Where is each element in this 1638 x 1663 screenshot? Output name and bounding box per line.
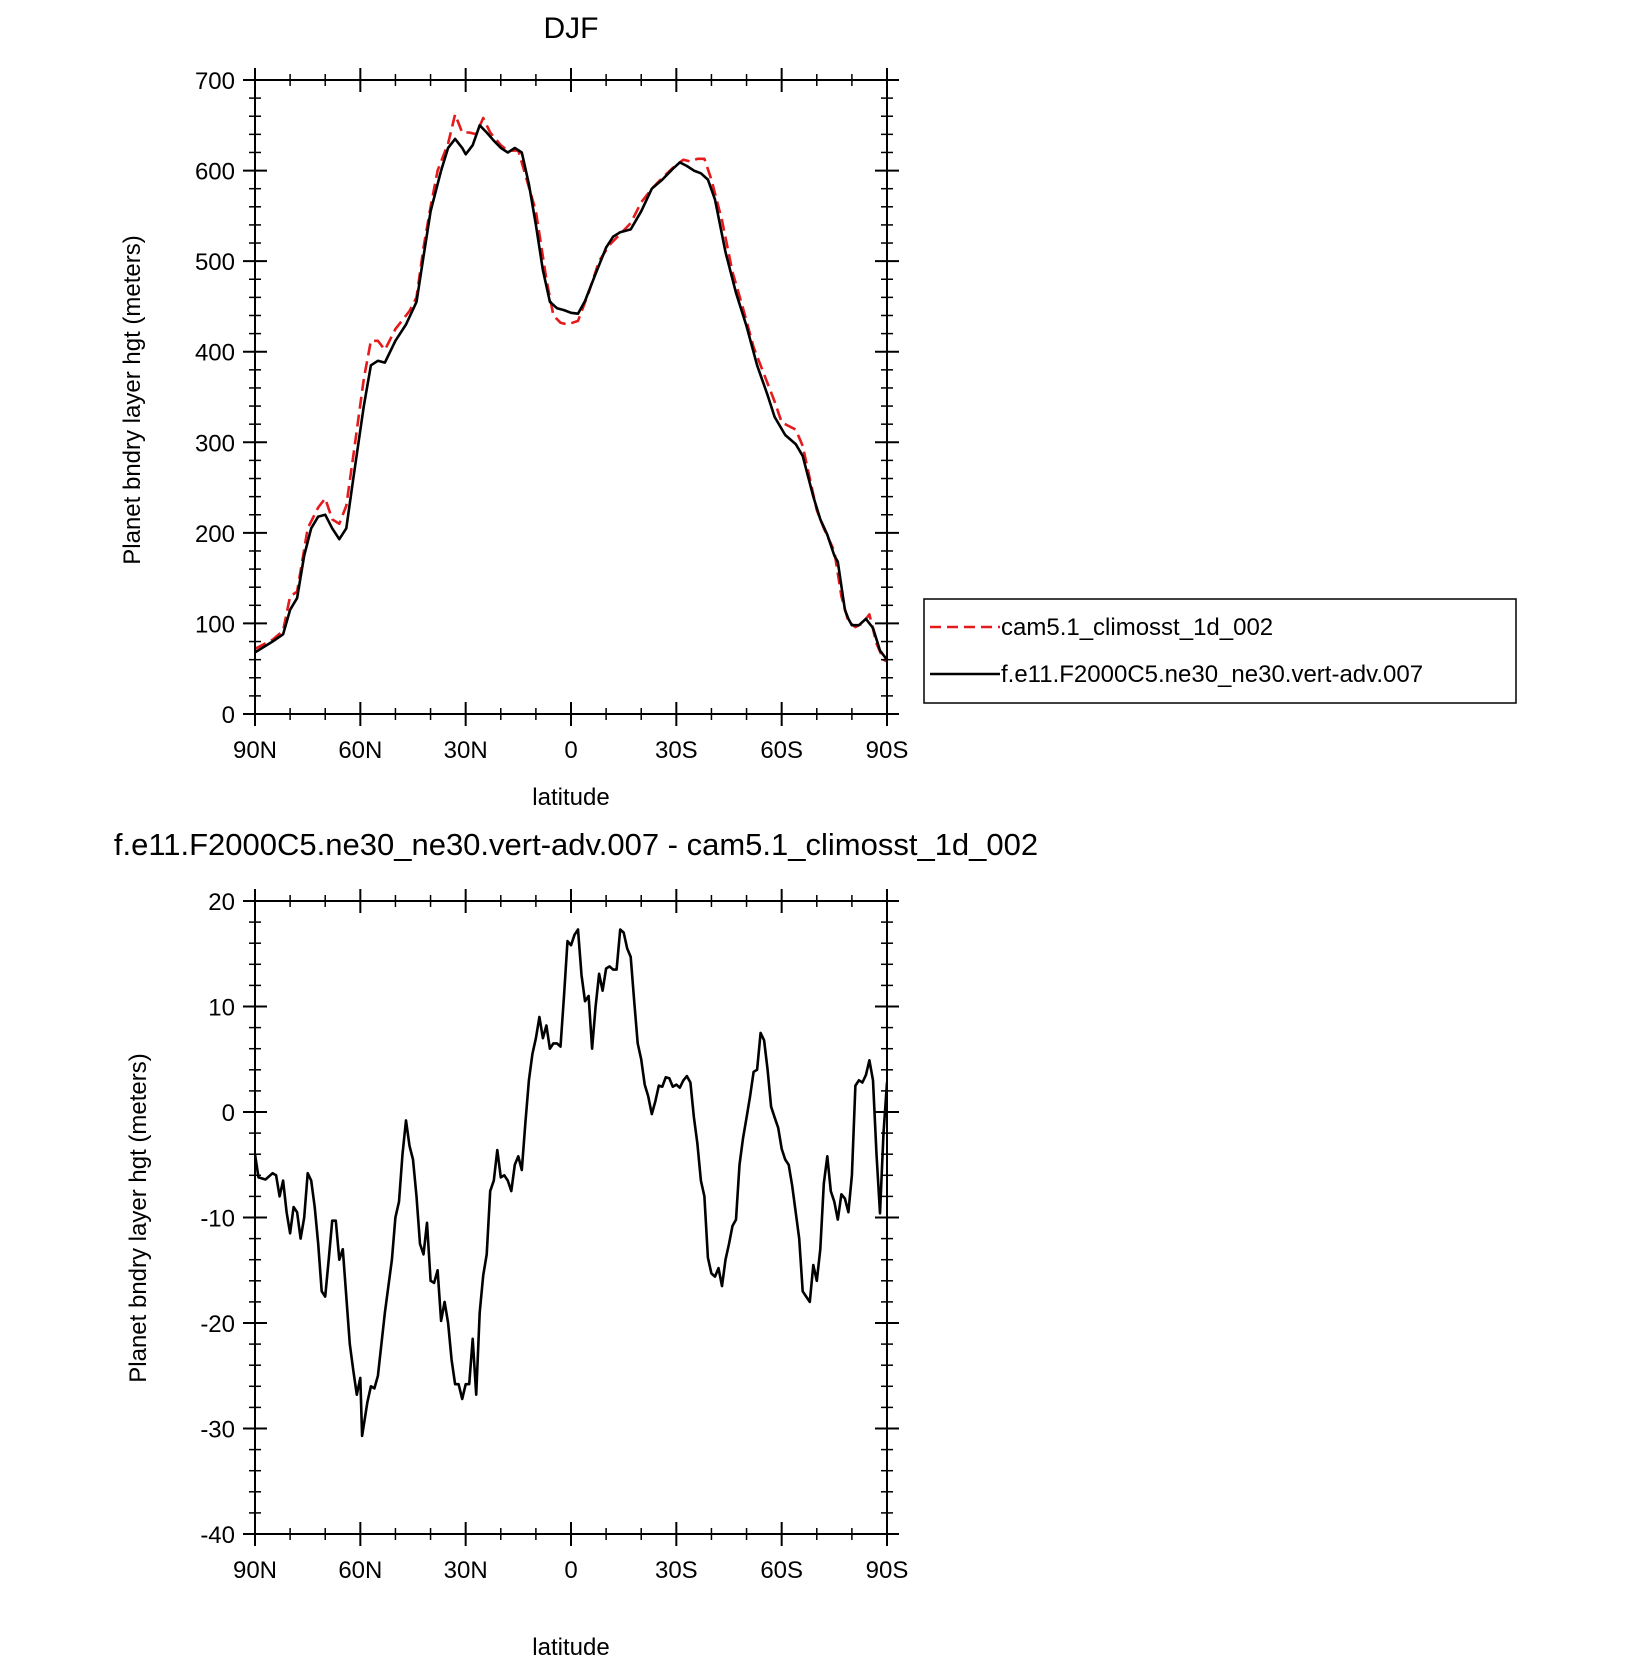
- plot-area-frame: [254, 79, 888, 715]
- y-tick-label: 300: [195, 430, 235, 457]
- x-tick-label: 0: [564, 737, 577, 764]
- series-line-1: [255, 124, 887, 661]
- x-tick-label: 90S: [866, 1557, 909, 1584]
- y-tick-label: 500: [195, 249, 235, 276]
- x-tick-label: 30N: [444, 1557, 488, 1584]
- y-tick-label: 600: [195, 159, 235, 186]
- chart-title: DJF: [544, 12, 599, 45]
- y-tick-label: -30: [200, 1417, 235, 1444]
- tick-labels: 90N 60N 30N 0 30S 60S 90S 0 100 200 300 400 500 600 70…: [195, 68, 908, 764]
- legend-frame: [923, 598, 1517, 704]
- x-tick-label: 60S: [760, 737, 803, 764]
- x-tick-label: 90S: [866, 737, 909, 764]
- legend: cam5.1_climosst_1d_002 f.e11.F2000C5.ne3…: [923, 598, 1517, 704]
- y-tick-label: 200: [195, 521, 235, 548]
- x-axis-label: latitude: [532, 784, 609, 811]
- series-group: [255, 928, 887, 1438]
- x-tick-label: 60N: [338, 1557, 382, 1584]
- y-tick-label: 700: [195, 68, 235, 95]
- tick-labels: 90N 60N 30N 0 30S 60S 90S -40 -30 -20 -10 0 10 20: [200, 889, 908, 1584]
- y-tick-label: -10: [200, 1206, 235, 1233]
- y-tick-label: 10: [208, 995, 235, 1022]
- series-line-0: [255, 113, 887, 663]
- series-group: [255, 113, 887, 663]
- y-tick-label: -20: [200, 1311, 235, 1338]
- series-line-0: [255, 928, 887, 1438]
- y-tick-label: -40: [200, 1522, 235, 1549]
- chart-title: f.e11.F2000C5.ne30_ne30.vert-adv.007 - c…: [114, 827, 1038, 862]
- y-tick-label: 0: [222, 1100, 235, 1127]
- y-tick-label: 0: [222, 702, 235, 729]
- axis-ticks: [243, 889, 899, 1546]
- x-axis-label: latitude: [532, 1634, 609, 1661]
- y-axis-label: Planet bndry layer hgt (meters): [119, 235, 146, 564]
- x-tick-label: 30S: [655, 737, 698, 764]
- legend-label-fe11: f.e11.F2000C5.ne30_ne30.vert-adv.007: [1001, 661, 1423, 688]
- x-tick-label: 30S: [655, 1557, 698, 1584]
- x-tick-label: 90N: [233, 737, 277, 764]
- mean-pbl-height-chart: DJF Planet bndry layer hgt (meters) lati…: [119, 12, 1517, 811]
- x-tick-label: 30N: [444, 737, 488, 764]
- y-axis-label: Planet bndry layer hgt (meters): [125, 1053, 152, 1382]
- x-tick-label: 90N: [233, 1557, 277, 1584]
- legend-label-cam5: cam5.1_climosst_1d_002: [1001, 614, 1273, 641]
- plot-area-frame: [254, 900, 888, 1535]
- y-tick-label: 20: [208, 889, 235, 916]
- axis-ticks: [243, 68, 899, 726]
- difference-chart: f.e11.F2000C5.ne30_ne30.vert-adv.007 - c…: [114, 827, 1038, 1661]
- y-tick-label: 100: [195, 611, 235, 638]
- x-tick-label: 0: [564, 1557, 577, 1584]
- x-tick-label: 60S: [760, 1557, 803, 1584]
- x-tick-label: 60N: [338, 737, 382, 764]
- y-tick-label: 400: [195, 340, 235, 367]
